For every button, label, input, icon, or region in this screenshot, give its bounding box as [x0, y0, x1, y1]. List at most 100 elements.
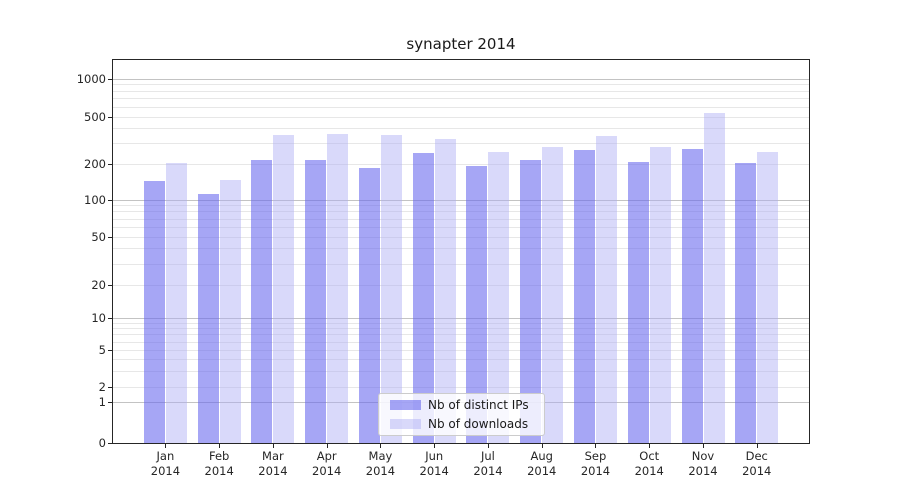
legend-item: Nb of distinct IPs: [379, 397, 544, 413]
y-axis-tick-label: 500: [84, 110, 106, 124]
x-label-month: Aug: [530, 449, 553, 463]
y-tick-mark: [108, 117, 112, 118]
x-label-month: Feb: [208, 449, 230, 463]
x-label-month: Jan: [156, 449, 175, 463]
x-axis-month-label: Sep 2014: [565, 449, 625, 479]
y-axis-tick-label: 200: [84, 157, 106, 171]
bar-downloads: [165, 163, 187, 443]
bar-downloads: [703, 113, 725, 443]
bar-distinct-ips: [412, 153, 434, 443]
bar-distinct-ips: [735, 163, 757, 443]
gridline-minor: [113, 211, 809, 213]
y-axis-tick-label: 50: [91, 229, 106, 244]
y-axis-tick-label: 2: [98, 380, 106, 394]
x-tick-mark: [756, 444, 758, 448]
x-label-month: Jun: [425, 449, 444, 463]
gridline-major: [113, 199, 809, 201]
legend-swatch-downloads: [390, 419, 421, 429]
bar-downloads: [488, 152, 510, 443]
y-axis-tick-label: 10: [91, 311, 106, 325]
x-label-year: 2014: [688, 464, 718, 478]
x-label-year: 2014: [150, 464, 181, 478]
x-label-year: 2014: [742, 464, 772, 478]
gridline-minor: [113, 205, 809, 207]
x-label-year: 2014: [365, 464, 396, 478]
x-label-month: Nov: [691, 449, 715, 463]
bar-downloads: [434, 139, 456, 443]
x-axis-month-label: Aug 2014: [512, 449, 572, 479]
x-label-year: 2014: [258, 464, 288, 478]
x-axis-month-label: Feb 2014: [189, 449, 249, 479]
x-tick-mark: [380, 444, 382, 448]
x-axis-month-label: Oct 2014: [619, 449, 679, 479]
gridline-minor: [113, 143, 809, 145]
gridline-minor: [113, 236, 809, 238]
bar-distinct-ips: [358, 167, 380, 443]
gridline-minor: [113, 98, 809, 100]
x-axis-month-label: Jun 2014: [404, 449, 464, 479]
gridline-minor: [113, 387, 809, 388]
gridline-minor: [113, 248, 809, 250]
x-label-year: 2014: [204, 464, 234, 478]
bar-distinct-ips: [251, 160, 273, 443]
gridline-minor: [113, 90, 809, 92]
gridline-minor: [113, 285, 809, 286]
gridline-minor: [113, 341, 809, 343]
x-label-year: 2014: [312, 464, 342, 478]
bar-downloads: [219, 180, 241, 443]
legend-item: Nb of downloads: [379, 416, 544, 432]
bar-distinct-ips: [627, 161, 649, 443]
y-axis-tick-label: 20: [91, 278, 106, 292]
x-tick-mark: [165, 444, 167, 448]
x-label-year: 2014: [419, 464, 449, 478]
x-label-month: Apr: [316, 449, 337, 463]
x-axis-month-label: Jul 2014: [458, 449, 518, 479]
legend-label: Nb of downloads: [428, 417, 529, 431]
y-axis-tick-label: 1000: [76, 71, 106, 86]
x-axis-month-label: Apr 2014: [297, 449, 357, 479]
y-tick-mark: [108, 199, 112, 201]
legend-swatch-distinct-ips: [390, 400, 421, 410]
x-label-year: 2014: [580, 464, 611, 478]
gridline-minor: [113, 359, 809, 360]
bar-distinct-ips: [681, 148, 703, 443]
x-axis-month-label: Nov 2014: [673, 449, 733, 479]
bar-distinct-ips: [305, 160, 327, 443]
x-label-year: 2014: [527, 464, 557, 478]
gridline-minor: [113, 164, 809, 165]
x-tick-mark: [649, 444, 651, 448]
x-label-month: Mar: [262, 449, 284, 463]
bar-distinct-ips: [466, 165, 488, 443]
x-tick-mark: [703, 444, 704, 448]
gridline-minor: [113, 218, 809, 220]
bar-distinct-ips: [573, 150, 595, 443]
y-axis-tick-label: 5: [98, 343, 106, 357]
gridline-minor: [113, 84, 809, 86]
bar-downloads: [649, 147, 671, 443]
x-label-month: Dec: [745, 449, 768, 463]
bar-downloads: [380, 135, 402, 443]
x-label-month: Sep: [584, 449, 607, 463]
bar-downloads: [757, 151, 779, 443]
x-label-year: 2014: [634, 464, 664, 478]
y-tick-mark: [108, 236, 112, 238]
gridline-minor: [113, 328, 809, 330]
bar-downloads: [595, 136, 617, 443]
y-tick-mark: [108, 387, 112, 388]
x-tick-mark: [219, 444, 221, 448]
x-label-month: May: [368, 449, 393, 463]
gridline-minor: [113, 370, 809, 372]
gridline-minor: [113, 263, 809, 265]
bar-downloads: [273, 135, 295, 443]
y-tick-mark: [108, 285, 112, 286]
x-tick-mark: [434, 444, 436, 448]
x-axis-month-label: Dec 2014: [727, 449, 787, 479]
x-label-month: Jul: [481, 449, 495, 463]
legend: Nb of distinct IPs Nb of downloads: [378, 393, 545, 436]
chart-title: synapter 2014: [406, 35, 516, 53]
x-tick-mark: [541, 444, 543, 448]
gridline-minor: [113, 334, 809, 336]
y-tick-mark: [108, 318, 112, 319]
bar-distinct-ips: [143, 181, 165, 443]
